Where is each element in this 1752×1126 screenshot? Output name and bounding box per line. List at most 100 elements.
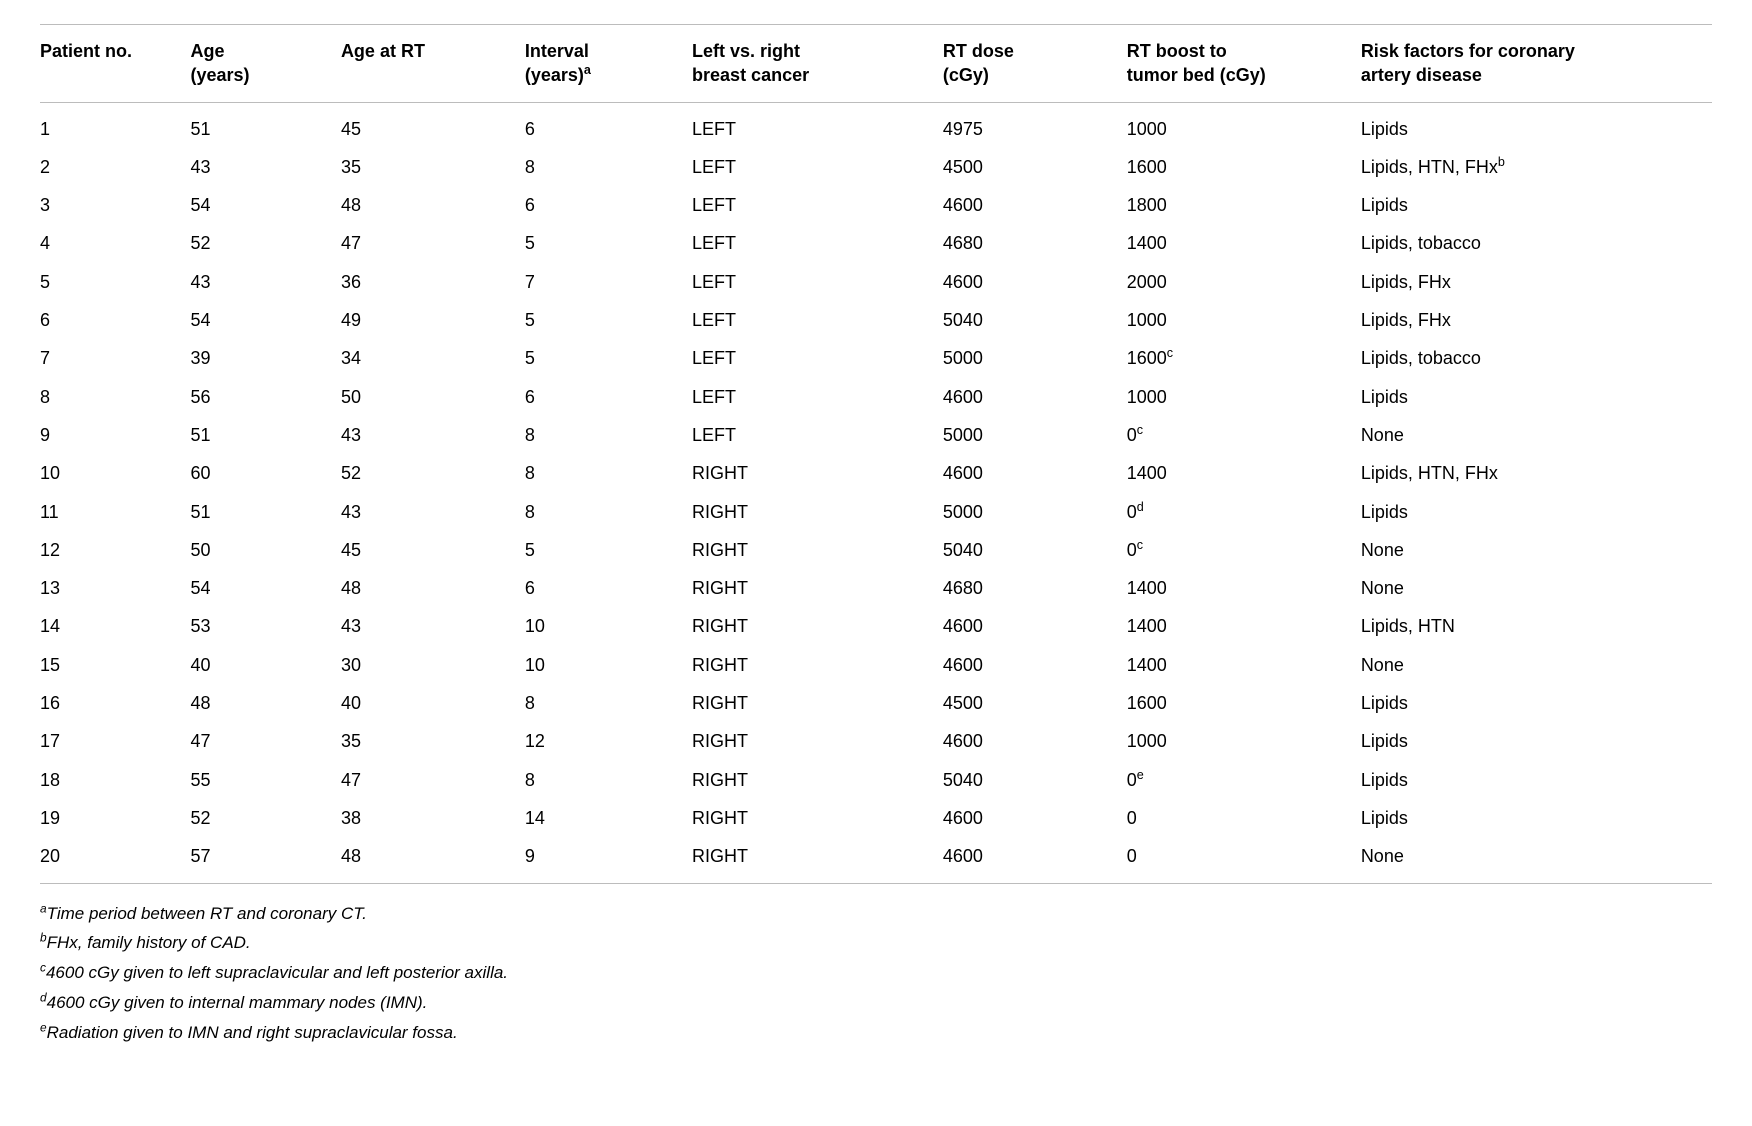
cell-interval: 6: [525, 186, 692, 224]
footnote-sup: a: [40, 901, 47, 915]
cell-sup: c: [1167, 346, 1173, 360]
cell-risk: None: [1361, 837, 1712, 883]
table-footnotes: aTime period between RT and coronary CT.…: [40, 902, 1712, 1045]
footnote-text: Time period between RT and coronary CT.: [47, 904, 367, 923]
cell-interval: 8: [525, 493, 692, 531]
cell-patient: 18: [40, 761, 190, 799]
cell-patient: 7: [40, 339, 190, 377]
cell-agert: 40: [341, 684, 525, 722]
cell-risk: Lipids, HTN, FHxb: [1361, 148, 1712, 186]
footnote: eRadiation given to IMN and right suprac…: [40, 1021, 1712, 1045]
cell-interval: 8: [525, 454, 692, 492]
cell-agert: 48: [341, 569, 525, 607]
cell-interval: 7: [525, 263, 692, 301]
cell-boost: 1600c: [1127, 339, 1361, 377]
cell-dose: 4500: [943, 148, 1127, 186]
table-body: 151456LEFT49751000Lipids243358LEFT450016…: [40, 102, 1712, 883]
header-sup: a: [584, 63, 591, 77]
footnote-text: Radiation given to IMN and right supracl…: [47, 1023, 458, 1042]
footnote: d4600 cGy given to internal mammary node…: [40, 991, 1712, 1015]
cell-patient: 13: [40, 569, 190, 607]
cell-sup: d: [1137, 500, 1144, 514]
footnote-text: 4600 cGy given to left supraclavicular a…: [46, 963, 508, 982]
cell-interval: 5: [525, 301, 692, 339]
cell-side: LEFT: [692, 224, 943, 262]
cell-agert: 34: [341, 339, 525, 377]
table-row: 17473512RIGHT46001000Lipids: [40, 722, 1712, 760]
cell-interval: 5: [525, 531, 692, 569]
column-header-boost: RT boost totumor bed (cGy): [1127, 25, 1361, 103]
cell-boost: 1400: [1127, 607, 1361, 645]
cell-dose: 5040: [943, 531, 1127, 569]
footnote-text: 4600 cGy given to internal mammary nodes…: [47, 993, 428, 1012]
cell-side: LEFT: [692, 416, 943, 454]
cell-patient: 20: [40, 837, 190, 883]
header-line1: Age: [190, 41, 224, 61]
cell-interval: 10: [525, 646, 692, 684]
column-header-side: Left vs. rightbreast cancer: [692, 25, 943, 103]
cell-age: 55: [190, 761, 340, 799]
cell-risk: None: [1361, 416, 1712, 454]
cell-age: 52: [190, 799, 340, 837]
table-row: 1250455RIGHT50400cNone: [40, 531, 1712, 569]
cell-agert: 52: [341, 454, 525, 492]
cell-risk: Lipids: [1361, 761, 1712, 799]
cell-risk: Lipids: [1361, 684, 1712, 722]
cell-patient: 17: [40, 722, 190, 760]
header-line1: Risk factors for coronary: [1361, 41, 1575, 61]
cell-agert: 48: [341, 186, 525, 224]
cell-risk: Lipids: [1361, 186, 1712, 224]
table-row: 354486LEFT46001800Lipids: [40, 186, 1712, 224]
cell-boost: 1600: [1127, 684, 1361, 722]
cell-dose: 4500: [943, 684, 1127, 722]
cell-interval: 8: [525, 761, 692, 799]
cell-boost: 0d: [1127, 493, 1361, 531]
cell-interval: 10: [525, 607, 692, 645]
cell-dose: 5000: [943, 339, 1127, 377]
cell-risk: Lipids: [1361, 493, 1712, 531]
cell-age: 51: [190, 416, 340, 454]
table-row: 243358LEFT45001600Lipids, HTN, FHxb: [40, 148, 1712, 186]
cell-agert: 48: [341, 837, 525, 883]
cell-risk: Lipids, FHx: [1361, 263, 1712, 301]
cell-boost: 1000: [1127, 102, 1361, 148]
cell-side: RIGHT: [692, 684, 943, 722]
cell-sup: b: [1498, 155, 1505, 169]
footnote: c4600 cGy given to left supraclavicular …: [40, 961, 1712, 985]
cell-age: 43: [190, 263, 340, 301]
column-header-dose: RT dose (cGy): [943, 25, 1127, 103]
cell-dose: 4600: [943, 186, 1127, 224]
cell-boost: 1400: [1127, 454, 1361, 492]
cell-side: RIGHT: [692, 799, 943, 837]
cell-risk: None: [1361, 569, 1712, 607]
cell-dose: 4600: [943, 263, 1127, 301]
cell-patient: 10: [40, 454, 190, 492]
header-line2: breast cancer: [692, 65, 809, 85]
cell-sup: e: [1137, 768, 1144, 782]
cell-patient: 15: [40, 646, 190, 684]
footnote: aTime period between RT and coronary CT.: [40, 902, 1712, 926]
cell-risk: Lipids, tobacco: [1361, 224, 1712, 262]
column-header-age: Age (years): [190, 25, 340, 103]
cell-side: RIGHT: [692, 761, 943, 799]
table-row: 151456LEFT49751000Lipids: [40, 102, 1712, 148]
table-row: 856506LEFT46001000Lipids: [40, 378, 1712, 416]
cell-side: RIGHT: [692, 837, 943, 883]
cell-boost: 0: [1127, 799, 1361, 837]
cell-patient: 4: [40, 224, 190, 262]
cell-age: 51: [190, 102, 340, 148]
cell-dose: 4600: [943, 799, 1127, 837]
header-line2: (cGy): [943, 65, 989, 85]
header-line1: RT dose: [943, 41, 1014, 61]
table-row: 15403010RIGHT46001400None: [40, 646, 1712, 684]
cell-risk: Lipids, FHx: [1361, 301, 1712, 339]
cell-dose: 5040: [943, 761, 1127, 799]
header-line2: (years): [190, 65, 249, 85]
cell-dose: 4600: [943, 722, 1127, 760]
cell-patient: 6: [40, 301, 190, 339]
column-header-risk: Risk factors for coronaryartery disease: [1361, 25, 1712, 103]
cell-agert: 50: [341, 378, 525, 416]
table-row: 14534310RIGHT46001400Lipids, HTN: [40, 607, 1712, 645]
cell-risk: None: [1361, 531, 1712, 569]
cell-side: LEFT: [692, 148, 943, 186]
